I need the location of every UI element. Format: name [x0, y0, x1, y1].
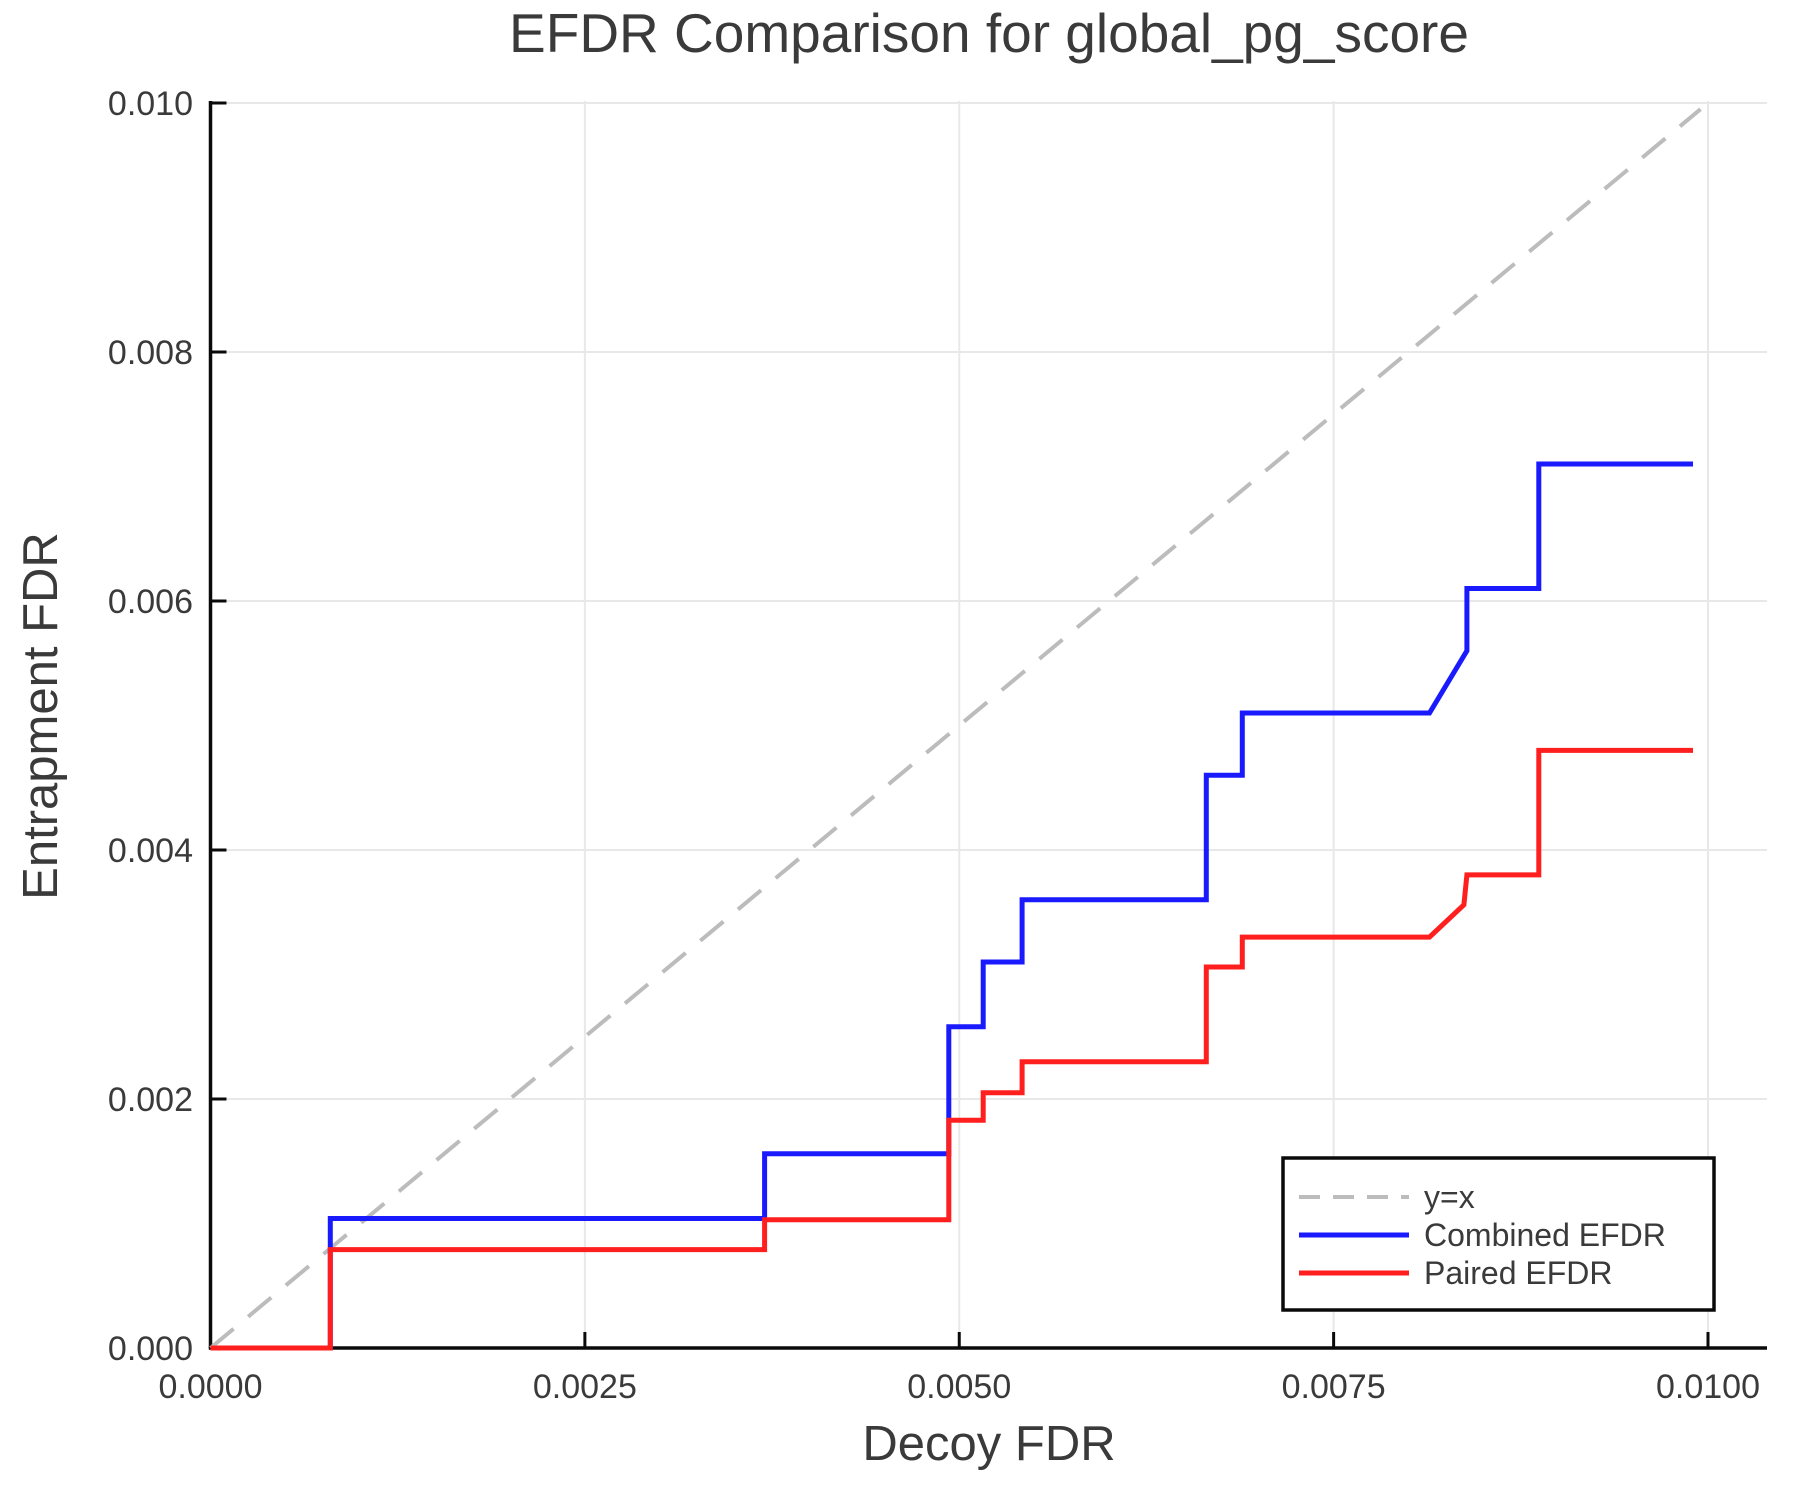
y-tick-label: 0.010 [108, 85, 193, 123]
y-tick-label: 0.006 [108, 583, 193, 621]
series-layer [209, 107, 1702, 1351]
y-tick-label: 0.002 [108, 1081, 193, 1119]
y-axis-label: Entrapment FDR [14, 532, 68, 900]
axes-layer [208, 101, 1767, 1350]
chart-title: EFDR Comparison for global_pg_score [509, 2, 1469, 64]
legend-entry-label: Combined EFDR [1424, 1217, 1666, 1253]
x-tick-label: 0.0000 [159, 1368, 263, 1406]
identity-line [209, 107, 1702, 1350]
tick-labels-layer: 0.0000 0.0025 0.0050 0.0075 0.0100 0.000 0.002… [108, 85, 1760, 1406]
x-axis-label: Decoy FDR [862, 1417, 1115, 1471]
x-tick-label: 0.0100 [1656, 1368, 1760, 1406]
combined-efdr-line [210, 461, 1693, 1351]
y-tick-label: 0.000 [108, 1330, 193, 1368]
x-tick-label: 0.0075 [1282, 1368, 1386, 1406]
gridlines-layer [210, 101, 1767, 1348]
paired-efdr-line [210, 747, 1693, 1351]
x-tick-label: 0.0050 [907, 1368, 1011, 1406]
y-tick-label: 0.004 [108, 832, 193, 870]
y-tick-label: 0.008 [108, 334, 193, 372]
legend-entry-label: Paired EFDR [1424, 1255, 1613, 1291]
legend-entry-label: y=x [1424, 1179, 1475, 1215]
x-tick-label: 0.0025 [533, 1368, 637, 1406]
